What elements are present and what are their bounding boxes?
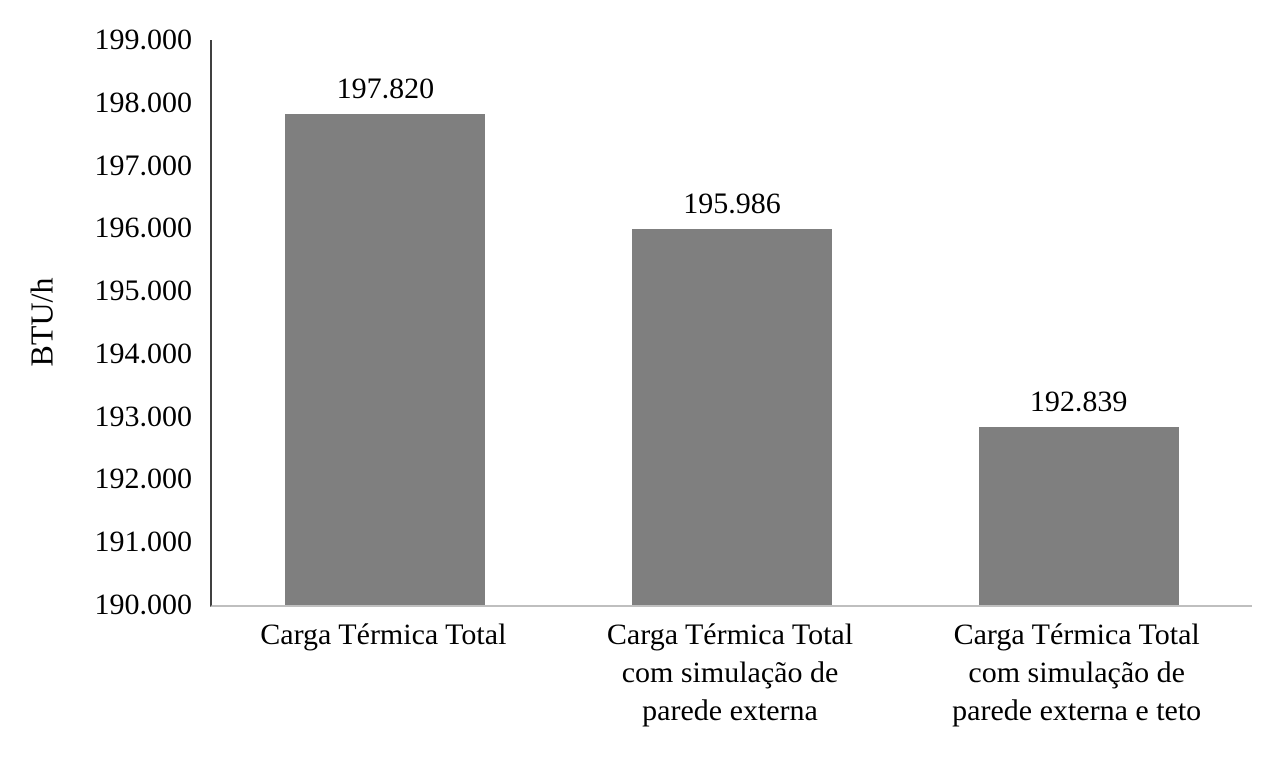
category-label: Carga Térmica Total bbox=[210, 616, 557, 730]
y-tick-label: 192.000 bbox=[94, 462, 193, 496]
bar-value-label: 192.839 bbox=[1029, 384, 1128, 418]
y-axis: 199.000 198.000 197.000 196.000 195.000 … bbox=[0, 23, 193, 621]
category-label-line: parede externa bbox=[642, 694, 818, 727]
category-label: Carga Térmica Total com simulação de par… bbox=[903, 616, 1250, 730]
bar bbox=[978, 426, 1179, 605]
category-label: Carga Térmica Total com simulação de par… bbox=[557, 616, 904, 730]
y-tick-label: 196.000 bbox=[94, 211, 193, 245]
y-tick-label: 199.000 bbox=[94, 23, 193, 56]
y-tick-label: 193.000 bbox=[94, 399, 193, 433]
y-tick-label: 190.000 bbox=[94, 588, 193, 621]
y-tick-label: 191.000 bbox=[94, 525, 193, 559]
category-label-line: parede externa e teto bbox=[952, 694, 1202, 727]
y-tick-label: 197.000 bbox=[94, 148, 193, 182]
x-axis-labels: Carga Térmica Total Carga Térmica Total … bbox=[210, 616, 1250, 730]
bar-group: 195.986 bbox=[559, 40, 906, 605]
y-tick-label: 195.000 bbox=[94, 274, 193, 308]
bar bbox=[285, 114, 486, 605]
category-label-line: com simulação de bbox=[621, 656, 839, 689]
category-label-line: Carga Térmica Total bbox=[260, 618, 507, 651]
y-tick-label: 194.000 bbox=[94, 336, 193, 370]
bar-group: 192.839 bbox=[905, 40, 1252, 605]
bar-value-label: 195.986 bbox=[683, 187, 781, 221]
category-label-line: Carga Térmica Total bbox=[606, 618, 854, 651]
bar bbox=[632, 229, 832, 605]
y-tick-label: 198.000 bbox=[94, 85, 193, 119]
bar-group: 197.820 bbox=[212, 40, 559, 605]
bar-value-label: 197.820 bbox=[336, 72, 435, 106]
plot-area: 197.820 195.986 192.839 bbox=[210, 40, 1252, 607]
category-label-line: com simulação de bbox=[968, 656, 1185, 689]
category-label-line: Carga Térmica Total bbox=[953, 618, 1200, 651]
